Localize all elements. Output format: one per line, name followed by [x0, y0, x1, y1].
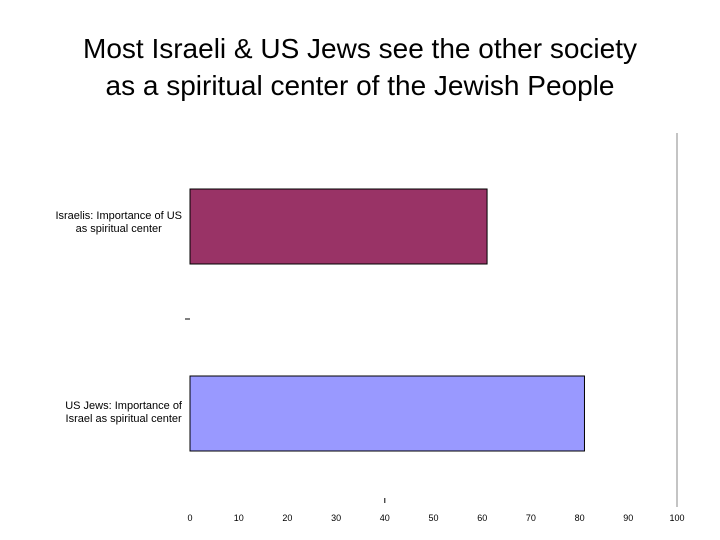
x-tick-label: 60	[477, 513, 487, 523]
x-tick-label: 100	[669, 513, 684, 523]
category-label-line: US Jews: Importance of	[65, 400, 182, 412]
slide-title-line-2: as a spiritual center of the Jewish Peop…	[105, 70, 615, 101]
bar	[189, 375, 585, 452]
x-tick-label: 10	[234, 513, 244, 523]
x-tick-label: 50	[428, 513, 438, 523]
x-tick-label: 30	[331, 513, 341, 523]
x-tick-label: 0	[187, 513, 192, 523]
category-label-israelis: Israelis: Importance of US as spiritual …	[55, 210, 182, 236]
category-label-us-jews: US Jews: Importance of Israel as spiritu…	[65, 400, 182, 426]
x-tick-label: 70	[526, 513, 536, 523]
category-label-line: Israel as spiritual center	[65, 413, 182, 425]
category-label-line: Israelis: Importance of US	[55, 210, 182, 222]
x-tick-label: 40	[380, 513, 390, 523]
x-tick-label: 90	[623, 513, 633, 523]
bar	[189, 188, 488, 265]
x-tick-label: 20	[282, 513, 292, 523]
slide-title-line-1: Most Israeli & US Jews see the other soc…	[83, 33, 637, 64]
category-label-line: as spiritual center	[75, 223, 162, 235]
slide-title: Most Israeli & US Jews see the other soc…	[20, 30, 700, 104]
x-tick-label: 80	[575, 513, 585, 523]
